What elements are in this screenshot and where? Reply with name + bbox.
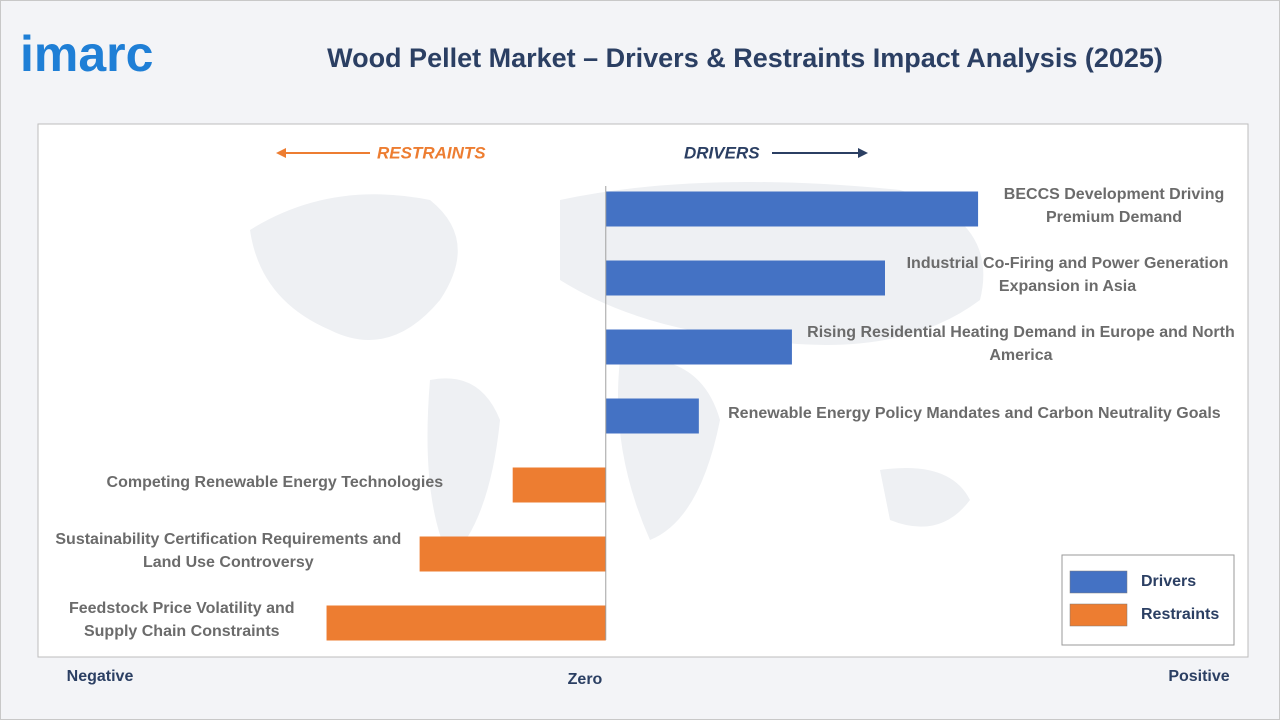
- legend-swatch: [1069, 603, 1128, 627]
- bar: [605, 398, 699, 434]
- axis-label-zero: Zero: [568, 671, 603, 688]
- category-label: Rising Residential Heating Demand in Eur…: [807, 324, 1235, 364]
- legend-swatch: [1069, 570, 1128, 594]
- category-label: Sustainability Certification Requirement…: [55, 531, 402, 571]
- restraints-arrowhead: [276, 148, 286, 158]
- bar: [605, 260, 885, 296]
- bar: [326, 605, 606, 641]
- bar: [419, 536, 606, 572]
- category-label: Feedstock Price Volatility and Supply Ch…: [68, 600, 295, 640]
- logo: imarc: [20, 26, 153, 82]
- bar: [512, 467, 606, 503]
- legend-label: Drivers: [1141, 573, 1196, 590]
- legend-label: Restraints: [1141, 606, 1219, 623]
- category-label: BECCS Development Driving Premium Demand: [1003, 186, 1225, 226]
- axis-label-positive: Positive: [1168, 668, 1229, 685]
- category-label: Renewable Energy Policy Mandates and Car…: [728, 404, 1221, 422]
- restraints-label: RESTRAINTS: [377, 143, 486, 162]
- bar: [605, 329, 792, 365]
- category-label: Industrial Co-Firing and Power Generatio…: [906, 255, 1229, 295]
- bar: [605, 191, 979, 227]
- chart-title: Wood Pellet Market – Drivers & Restraint…: [327, 43, 1163, 73]
- drivers-label: DRIVERS: [684, 143, 760, 162]
- legend-box: [1061, 554, 1235, 646]
- category-label: Competing Renewable Energy Technologies: [106, 473, 444, 491]
- drivers-arrowhead: [858, 148, 868, 158]
- axis-label-negative: Negative: [67, 668, 134, 685]
